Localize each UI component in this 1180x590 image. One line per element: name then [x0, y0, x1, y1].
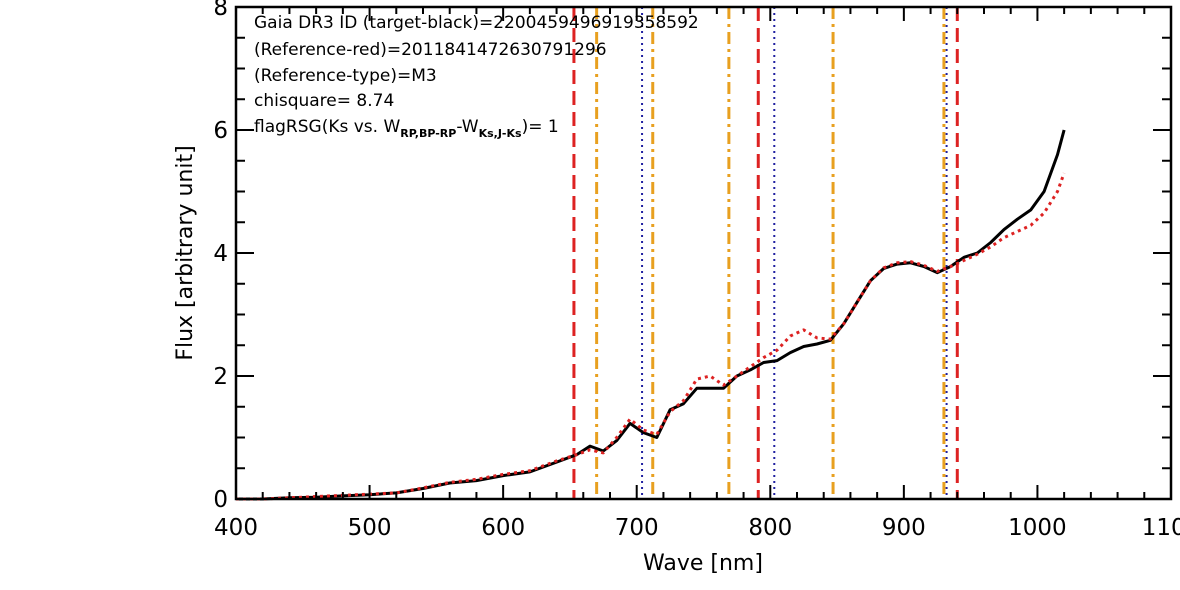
x-tick-label: 1000	[1008, 515, 1067, 541]
x-tick-label: 400	[214, 515, 258, 541]
y-tick-label: 6	[213, 118, 228, 144]
x-tick-label: 500	[348, 515, 392, 541]
x-tick-label: 800	[748, 515, 792, 541]
annotation-reference-type: (Reference-type)=M3	[254, 66, 437, 86]
series-group	[236, 129, 1066, 501]
axis-ticks	[235, 6, 1172, 500]
y-axis-title: Flux [arbitrary unit]	[173, 145, 198, 360]
y-tick-label: 2	[213, 364, 228, 390]
x-tick-label: 700	[615, 515, 659, 541]
series-line-target	[236, 129, 1066, 501]
flag-sub2: Ks,J-Ks	[479, 127, 522, 140]
flag-sub1: RP,BP-RP	[400, 127, 456, 140]
x-tick-label: 900	[882, 515, 926, 541]
x-tick-label: 600	[481, 515, 525, 541]
x-axis-title: Wave [nm]	[643, 551, 763, 576]
vertical-reference-lines	[572, 7, 959, 499]
annotation-flag-rsg: flagRSG(Ks vs. WRP,BP-RP-WKs,J-Ks)= 1	[254, 117, 559, 140]
y-tick-label: 0	[213, 487, 228, 513]
flag-mid: -W	[456, 117, 478, 137]
y-tick-label: 8	[213, 0, 228, 21]
series-line-reference	[236, 172, 1066, 501]
y-tick-label: 4	[213, 241, 228, 267]
annotation-chisquare: chisquare= 8.74	[254, 91, 394, 111]
flag-suffix: )= 1	[522, 117, 559, 137]
flag-prefix: flagRSG(Ks vs. W	[254, 117, 400, 137]
annotation-gaia-id: Gaia DR3 ID (target-black)=2200459496919…	[254, 13, 699, 33]
annotation-block: Gaia DR3 ID (target-black)=2200459496919…	[254, 13, 699, 140]
annotation-reference-red: (Reference-red)=2011841472630791296	[254, 40, 607, 60]
